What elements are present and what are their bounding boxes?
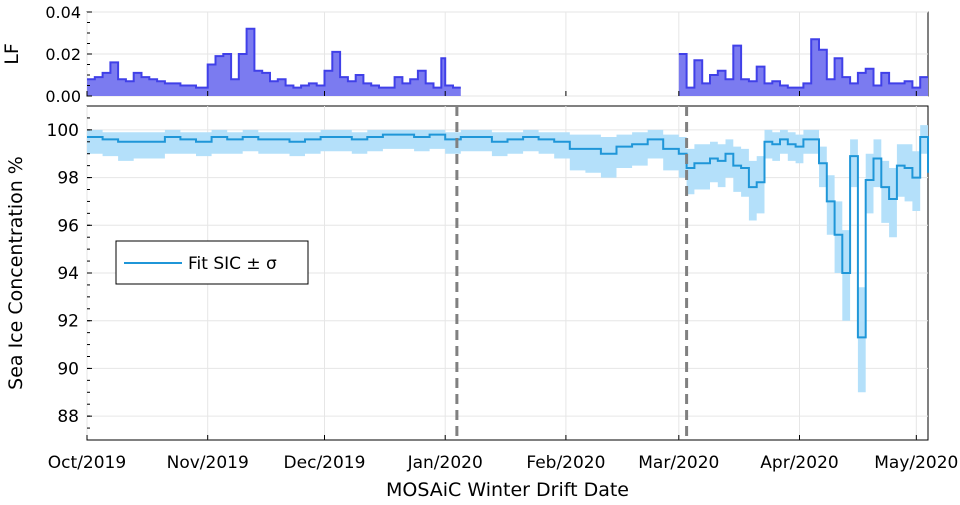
sic-fit-line <box>87 133 929 339</box>
sic-series-line <box>87 133 929 339</box>
sic-x-tick-label: Mar/2020 <box>638 453 719 473</box>
lf-line-segment-1 <box>678 38 928 89</box>
sic-sigma-band <box>87 125 928 393</box>
sic-y-tick-label: 88 <box>57 407 79 427</box>
sic-y-tick-label: 98 <box>57 169 79 189</box>
lf-y-tick-label: 0.04 <box>45 3 81 22</box>
lf-line-segment-0 <box>87 27 461 89</box>
sic-x-tick-label: Feb/2020 <box>526 453 605 473</box>
sic-x-tick-label: Nov/2019 <box>167 453 249 473</box>
sic-y-tick-label: 96 <box>57 216 79 236</box>
sic-x-ticks: Oct/2019 Nov/2019 Dec/2019 Jan/2020 Feb/2020… <box>48 435 958 473</box>
sic-y-ticks: 88 90 92 94 96 98 100 <box>47 105 92 441</box>
legend-entry-fit-sic: Fit SIC ± σ <box>188 254 277 274</box>
lf-y-tick-label: 0.00 <box>45 87 81 106</box>
lf-area-segment-0 <box>87 28 461 96</box>
lf-x-ticks <box>86 91 917 96</box>
sic-panel: 88 90 92 94 96 98 100 Oct/2019 Nov/2019 Dec/2019… <box>5 105 958 501</box>
sic-x-tick-label: Jan/2020 <box>407 453 483 473</box>
lf-panel: 0.00 0.02 0.04 LF <box>1 3 929 106</box>
lf-y-axis-label: LF <box>1 43 23 65</box>
sic-y-axis-label: Sea Ice Concentration % <box>5 156 27 390</box>
sic-legend: Fit SIC ± σ <box>115 240 309 285</box>
sic-vertical-lines <box>455 106 689 440</box>
sic-x-tick-label: Apr/2020 <box>760 453 838 473</box>
lf-series <box>87 27 928 96</box>
sic-y-tick-label: 100 <box>47 121 79 141</box>
sic-x-tick-label: Oct/2019 <box>48 453 126 473</box>
lf-y-tick-label: 0.02 <box>45 45 81 64</box>
sic-y-tick-label: 90 <box>57 359 79 379</box>
sic-grid <box>86 106 928 440</box>
lf-y-ticks: 0.00 0.02 0.04 <box>45 3 92 106</box>
sic-x-axis-label: MOSAiC Winter Drift Date <box>386 479 629 501</box>
sic-sigma-band-area <box>87 125 928 393</box>
sic-x-tick-label: May/2020 <box>874 453 958 473</box>
sic-x-tick-label: Dec/2019 <box>284 453 366 473</box>
sic-y-tick-label: 92 <box>57 312 79 332</box>
sic-y-tick-label: 94 <box>57 264 79 284</box>
